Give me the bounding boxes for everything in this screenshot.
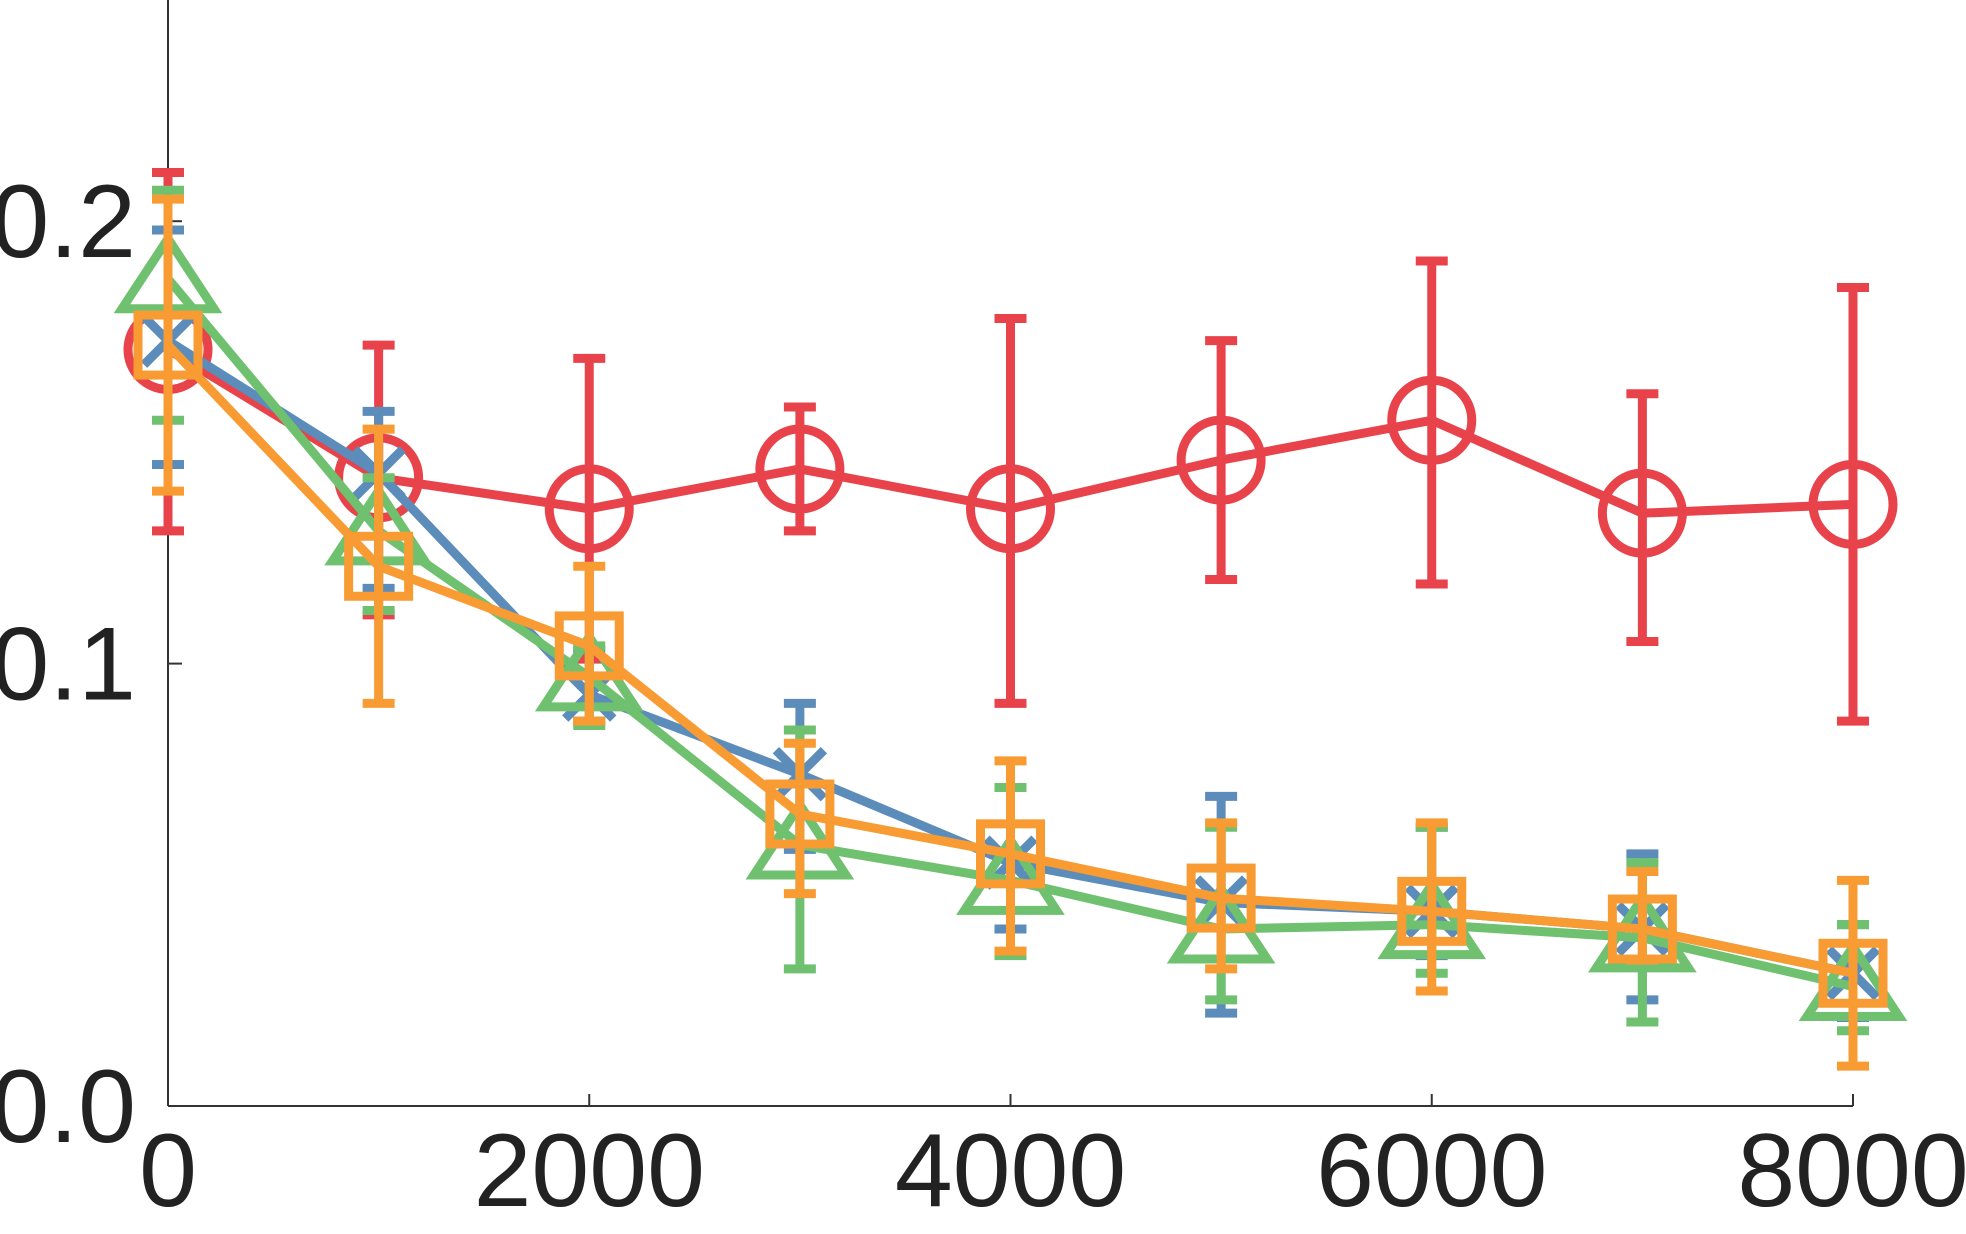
x-tick-label: 0 (139, 1113, 197, 1229)
series-square (133, 194, 1888, 1071)
data-point-square (344, 531, 414, 601)
data-point-circle (544, 464, 634, 554)
y-tick-label: 0.0 (0, 1049, 136, 1165)
data-point-square (1818, 938, 1888, 1008)
x-tick-label: 8000 (1737, 1113, 1966, 1229)
data-point-square (1607, 894, 1677, 964)
data-point-circle (1808, 459, 1898, 549)
data-point-square (976, 819, 1045, 889)
data-point-square (1397, 876, 1467, 946)
data-point-square (554, 611, 624, 681)
data-point-circle (1387, 375, 1477, 465)
data-point-square (765, 779, 835, 849)
x-tick-label: 4000 (895, 1113, 1126, 1229)
series-circle (123, 168, 1898, 726)
x-tick-label: 6000 (1316, 1113, 1547, 1229)
series-line (165, 345, 1854, 518)
data-point-circle (1597, 468, 1687, 558)
series-layer (113, 168, 1908, 1071)
data-point-square (133, 310, 203, 380)
data-point-circle (755, 424, 845, 514)
series-line (164, 341, 1854, 978)
x-tick-label: 2000 (474, 1113, 705, 1229)
y-tick-label: 0.2 (0, 164, 136, 280)
data-point-circle (1176, 415, 1266, 505)
y-tick-label: 0.1 (0, 607, 136, 723)
data-point-square (1186, 863, 1256, 933)
data-point-circle (966, 464, 1055, 554)
